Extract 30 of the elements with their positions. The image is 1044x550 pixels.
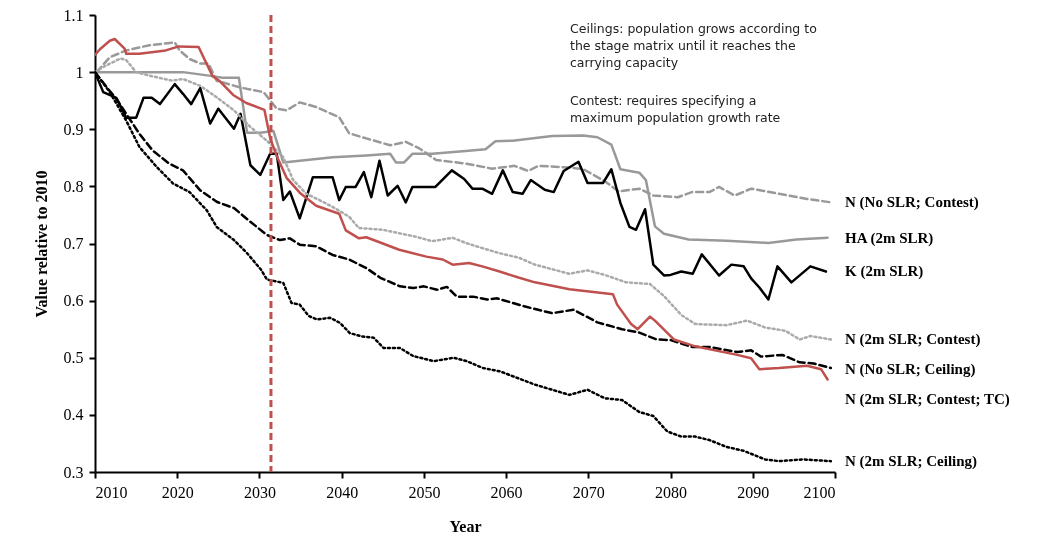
x-tick-label: 2090 bbox=[737, 483, 770, 501]
series-label: HA (2m SLR) bbox=[845, 229, 934, 247]
series-label: N (2m SLR; Ceiling) bbox=[845, 453, 978, 471]
x-tick-label: 2100 bbox=[803, 483, 836, 501]
series-label: N (No SLR; Ceiling) bbox=[845, 361, 976, 379]
x-tick-label: 2010 bbox=[95, 483, 128, 501]
series-label: N (2m SLR; Contest) bbox=[845, 331, 981, 349]
y-axis-title: Value relative to 2010 bbox=[32, 170, 50, 318]
series-label: N (No SLR; Contest) bbox=[845, 194, 979, 212]
x-tick-label: 2040 bbox=[326, 483, 359, 501]
y-tick-label: 0.6 bbox=[63, 292, 84, 310]
annotation: Ceilings: population grows according to the stage matrix until it reaches the carrying capacity bbox=[570, 21, 817, 70]
x-axis-title: Year bbox=[449, 517, 482, 535]
y-tick-label: 0.7 bbox=[63, 235, 84, 252]
y-tick-label: 0.4 bbox=[63, 406, 84, 424]
x-tick-label: 2020 bbox=[161, 483, 194, 501]
x-tick-label: 2030 bbox=[243, 483, 276, 501]
y-tick-label: 1 bbox=[75, 63, 84, 81]
series-label: N (2m SLR; Contest; TC) bbox=[845, 391, 1010, 409]
y-tick-label: 0.5 bbox=[63, 349, 84, 367]
annotation: Contest: requires specifying a maximum population growth rate bbox=[570, 93, 781, 125]
y-tick-label: 0.3 bbox=[63, 463, 84, 481]
x-tick-label: 2060 bbox=[490, 483, 523, 501]
y-tick-label: 0.9 bbox=[63, 120, 84, 138]
y-tick-label: 1.1 bbox=[63, 6, 84, 24]
x-tick-label: 2050 bbox=[408, 483, 441, 501]
x-tick-label: 2070 bbox=[572, 483, 605, 501]
x-tick-label: 2080 bbox=[655, 483, 688, 501]
series-label: K (2m SLR) bbox=[845, 263, 924, 281]
y-tick-label: 0.8 bbox=[63, 177, 84, 195]
